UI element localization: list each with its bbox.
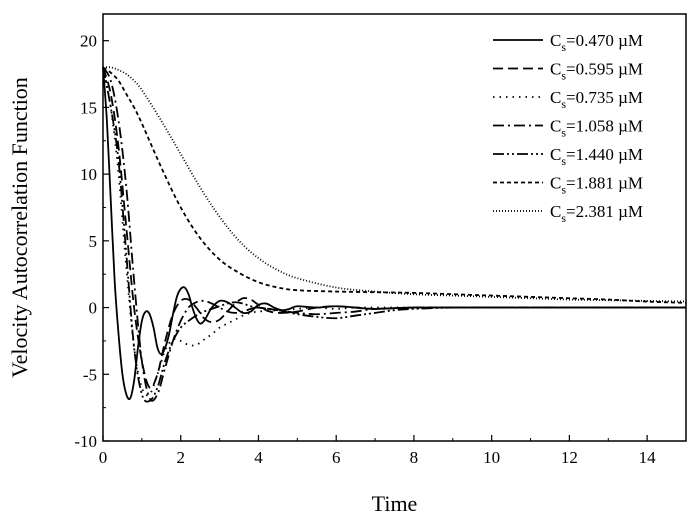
series-line-1 [102,67,686,401]
x-tick-label: 8 [410,448,419,467]
y-tick-label: 10 [80,165,97,184]
series-line-5 [102,67,686,403]
series-line-4 [102,66,686,402]
x-tick-label: 4 [254,448,263,467]
y-tick-label: -10 [74,432,97,451]
legend-label-4: Cs=1.058 µM [550,117,643,140]
series-line-6 [102,66,687,304]
legend-label-3: Cs=0.735 µM [550,88,643,111]
x-tick-label: 12 [561,448,578,467]
series-line-2 [102,67,686,389]
y-tick-label: -5 [83,365,97,384]
x-tick-label: 2 [176,448,185,467]
x-tick-label: 0 [99,448,108,467]
legend-label-5: Cs=1.440 µM [550,145,643,168]
y-tick-label: 5 [89,232,98,251]
y-tick-label: 15 [80,98,97,117]
y-tick-label: 20 [80,32,97,51]
legend-label-7: Cs=2.381 µM [550,202,643,225]
series-line-7 [102,66,687,303]
series-lines [102,66,687,403]
x-tick-label: 6 [332,448,341,467]
plot-frame [102,13,687,442]
legend-label-1: Cs=0.470 µM [550,31,643,54]
y-axis-label: Velocity Autocorrelation Function [7,77,32,378]
legend: Cs=0.470 µM Cs=0.595 µM Cs=0.735 µM Cs=1.05… [493,31,643,225]
axis-ticks: 0 2 4 6 8 10 12 14 -10 -5 0 5 10 15 20 [74,32,656,467]
x-axis-label: Time [372,491,418,516]
legend-label-6: Cs=1.881 µM [550,174,643,197]
x-tick-label: 10 [483,448,500,467]
legend-label-2: Cs=0.595 µM [550,60,643,83]
x-tick-label: 14 [639,448,657,467]
y-tick-label: 0 [89,299,98,318]
